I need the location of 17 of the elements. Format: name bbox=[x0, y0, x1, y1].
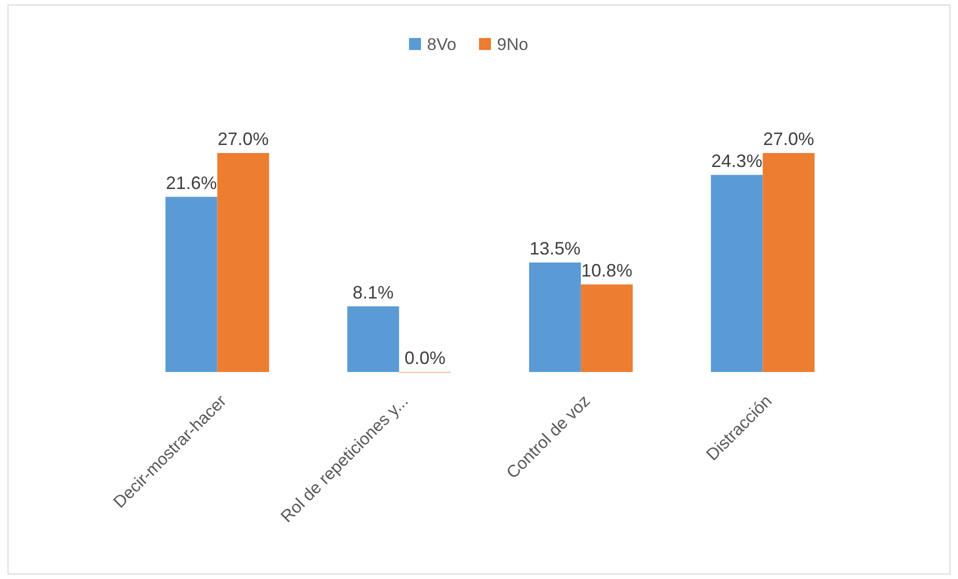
data-label: 10.8% bbox=[581, 260, 632, 280]
bar bbox=[762, 153, 815, 372]
bar bbox=[710, 174, 763, 372]
data-label: 27.0% bbox=[763, 129, 814, 149]
bar bbox=[529, 262, 581, 372]
bar bbox=[347, 306, 400, 372]
bar bbox=[165, 196, 218, 372]
legend-label: 8Vo bbox=[427, 35, 456, 54]
data-label: 24.3% bbox=[711, 150, 762, 171]
bar bbox=[580, 284, 633, 372]
data-label: 21.6% bbox=[166, 172, 217, 193]
data-label: 13.5% bbox=[529, 238, 581, 258]
bar bbox=[217, 153, 270, 372]
data-label: 8.1% bbox=[352, 282, 394, 302]
data-label: 0.0% bbox=[404, 348, 446, 368]
data-label: 27.0% bbox=[218, 129, 269, 149]
legend-label: 9No bbox=[497, 35, 528, 54]
